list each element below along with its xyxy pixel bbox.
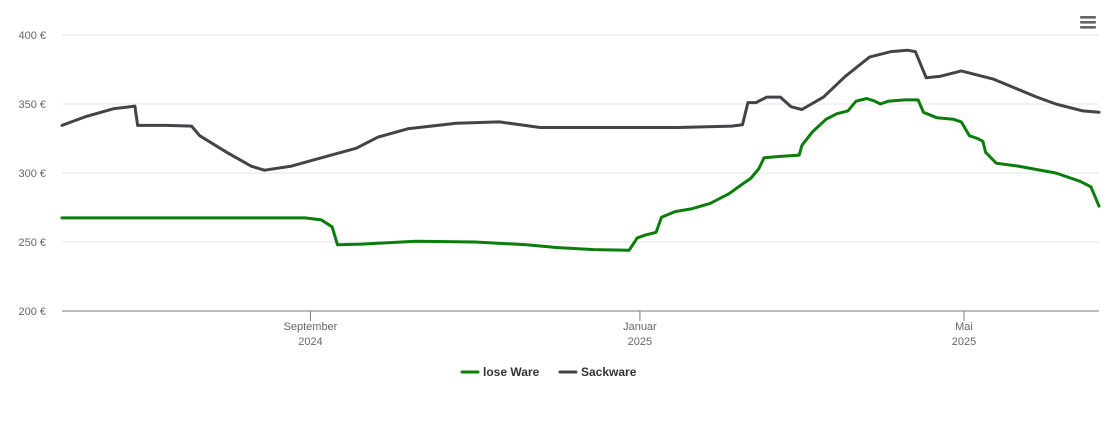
- legend-label: lose Ware: [483, 365, 540, 379]
- legend-item-sackware[interactable]: Sackware: [558, 365, 637, 379]
- y-tick-label: 350 €: [18, 99, 46, 111]
- hamburger-menu-icon[interactable]: [1076, 10, 1100, 34]
- x-tick-label-year: 2025: [952, 336, 976, 348]
- y-tick-label: 200 €: [18, 306, 46, 318]
- y-tick-label: 300 €: [18, 168, 46, 180]
- legend-label: Sackware: [581, 365, 637, 379]
- series-lines: [60, 48, 1101, 252]
- y-gridlines: [62, 34, 1099, 243]
- y-axis-labels: 200 € 250 € 300 € 350 € 400 €: [18, 30, 46, 318]
- chart-menu-button[interactable]: [1076, 10, 1100, 34]
- x-tick-label-month: September: [284, 321, 338, 333]
- y-tick-label: 250 €: [18, 237, 46, 249]
- x-tick-label-year: 2024: [298, 336, 322, 348]
- x-tick-label-month: Mai: [955, 321, 973, 333]
- series-line-sackware[interactable]: [60, 48, 1101, 172]
- x-tick-label-year: 2025: [628, 336, 652, 348]
- x-tick-label-month: Januar: [623, 321, 657, 333]
- series-line-lose-ware[interactable]: [60, 97, 1101, 252]
- y-tick-label: 400 €: [18, 30, 46, 42]
- legend: lose Ware Sackware: [460, 365, 637, 379]
- x-axis-labels: September 2024 Januar 2025 Mai 2025: [284, 311, 976, 348]
- legend-item-lose-ware[interactable]: lose Ware: [460, 365, 540, 379]
